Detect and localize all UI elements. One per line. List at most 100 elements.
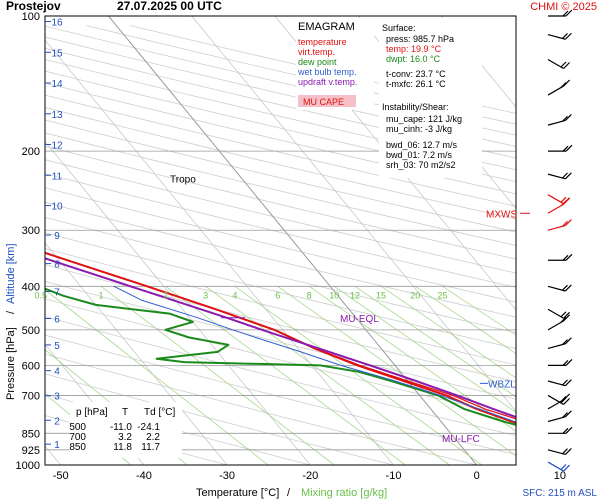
wind-barb-flag	[560, 464, 567, 470]
legend-box	[296, 18, 374, 110]
mixing-ratio-label: 1	[99, 290, 104, 300]
axis-ticks: 1234567891011121314151610020030040050060…	[16, 11, 567, 482]
isotherm	[45, 140, 311, 465]
mixing-ratio-line	[354, 285, 516, 398]
mixing-ratio-line	[308, 285, 516, 432]
series-dew-pointline	[45, 287, 516, 426]
altitude-tick-label: 8	[54, 260, 60, 271]
info-shear-line: bwd_01: 7.2 m/s	[386, 150, 453, 160]
temp-tick-label: -40	[136, 470, 152, 482]
wind-barb-flag	[562, 254, 569, 261]
y-axis-title: Pressure [hPa] / Altitude [km]	[5, 243, 17, 400]
dry-adiabat	[45, 298, 516, 418]
altitude-tick-label: 11	[52, 171, 63, 182]
table-header: Td [°C]	[144, 407, 175, 418]
legend-item-4: updraft v.temp.	[298, 77, 357, 87]
wind-barb-flag	[563, 464, 571, 472]
dry-adiabat	[45, 353, 479, 465]
mixing-ratio-label: 20	[410, 290, 420, 300]
legend-item-0: temperature	[298, 37, 347, 47]
table-cell: 2.2	[146, 432, 160, 443]
pressure-tick-label: 200	[22, 146, 40, 158]
dry-adiabat	[45, 159, 516, 274]
series-wet-bulb-temp-line	[113, 285, 516, 423]
mixing-ratio-label: 8	[307, 290, 312, 300]
mixing-ratio-line	[333, 285, 516, 413]
dry-adiabat	[45, 248, 516, 366]
wind-barb-flag	[563, 197, 571, 205]
info-instab-title: Instability/Shear:	[382, 102, 449, 112]
level-table: p [hPa] T Td [°C] 500 -11.0 -24.1 700 3.2 2.2 850…	[69, 407, 175, 453]
mixing-ratio-label: 10	[329, 290, 339, 300]
ylabel-sep: /	[5, 310, 17, 314]
mu-lfc-label: MU-LFC	[442, 434, 480, 445]
legend-item-2: dew point	[298, 57, 337, 67]
series-clip	[45, 251, 516, 426]
dry-adiabat	[45, 107, 516, 220]
xlabel-temp: Temperature [°C]	[196, 487, 279, 499]
mixing-ratio-line	[234, 286, 483, 465]
wind-barb-flag	[560, 82, 567, 88]
altitude-tick-label: 7	[54, 287, 60, 298]
mixing-ratio-line	[277, 285, 516, 457]
pressure-tick-label: 1000	[16, 460, 40, 472]
mixing-ratio-line	[380, 285, 516, 379]
series-virt-temp-line	[45, 252, 516, 420]
wind-barb-flag	[564, 114, 572, 121]
altitude-tick-label: 13	[51, 110, 63, 121]
temp-tick-label: 0	[474, 470, 480, 482]
sfc-elevation: SFC: 215 m ASL	[523, 488, 598, 499]
pressure-tick-label: 100	[22, 11, 40, 23]
legend-item-1: virt.temp.	[298, 47, 335, 57]
table-header: p [hPa]	[76, 407, 108, 418]
grid	[45, 16, 516, 465]
wind-barb-flag	[565, 426, 573, 434]
altitude-tick-label: 16	[51, 18, 63, 29]
altitude-tick-label: 9	[54, 231, 60, 242]
wind-barb-flag	[562, 448, 568, 455]
dry-adiabat	[45, 187, 516, 303]
ylabel-altitude: Altitude [km]	[5, 243, 17, 304]
profile-series	[45, 251, 516, 426]
table-cell: 11.7	[141, 442, 160, 453]
wind-barb-flag	[564, 337, 572, 345]
wind-barb-flag	[560, 395, 567, 402]
wind-barb-flag	[565, 144, 573, 152]
annotations: Tropo MU-EQL MU-LFC WBZL MXWS	[170, 174, 530, 445]
mu-cape-label: MU CAPE	[303, 97, 344, 107]
wind-barb-flag	[562, 33, 568, 39]
table-cell: 11.8	[113, 442, 132, 453]
series-updraft-v-temp-line	[45, 257, 516, 419]
wind-barb-flag	[563, 398, 571, 405]
dry-adiabat	[45, 316, 516, 436]
mixing-ratio-label: 2	[163, 290, 168, 300]
temp-tick-label: -30	[219, 470, 235, 482]
mixing-ratio-label: 12	[350, 290, 360, 300]
wind-barb-flag	[564, 172, 572, 180]
temp-tick-label: -20	[302, 470, 318, 482]
info-conv-line: t-conv: 23.7 °C	[386, 69, 446, 79]
mixing-ratio-line	[165, 286, 406, 465]
dry-adiabat	[45, 145, 516, 260]
xlabel-sep: /	[287, 487, 291, 499]
isotherm	[191, 16, 516, 413]
dry-adiabat	[45, 132, 516, 246]
table-cell: -24.1	[137, 422, 160, 433]
legend-item-3: wet bulb temp.	[297, 67, 357, 77]
mixing-ratio-label: 25	[437, 290, 447, 300]
mixing-ratio-line	[442, 285, 516, 336]
wind-barb-flag	[563, 311, 571, 319]
wbzl-label: WBZL	[488, 379, 516, 390]
wind-barb-flag	[562, 115, 568, 122]
table-header: T	[122, 407, 128, 418]
wind-barb-flag	[563, 79, 571, 87]
dry-adiabat	[45, 94, 516, 207]
station-name: Prostejov	[6, 0, 61, 13]
pressure-tick-label: 850	[22, 428, 40, 440]
legend-title: EMAGRAM	[298, 21, 355, 33]
credit: CHMI © 2025	[530, 1, 597, 13]
info-surface-title: Surface:	[382, 23, 416, 33]
wind-barb-flag	[562, 220, 568, 227]
wind-barb-flag	[562, 359, 569, 366]
